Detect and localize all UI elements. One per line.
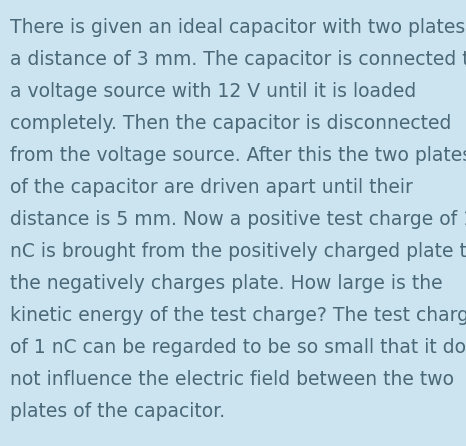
Text: the negatively charges plate. How large is the: the negatively charges plate. How large … xyxy=(10,274,443,293)
Text: plates of the capacitor.: plates of the capacitor. xyxy=(10,402,225,421)
Text: a distance of 3 mm. The capacitor is connected to: a distance of 3 mm. The capacitor is con… xyxy=(10,50,466,69)
Text: of the capacitor are driven apart until their: of the capacitor are driven apart until … xyxy=(10,178,413,197)
Text: kinetic energy of the test charge? The test charge: kinetic energy of the test charge? The t… xyxy=(10,306,466,325)
Text: There is given an ideal capacitor with two plates at: There is given an ideal capacitor with t… xyxy=(10,18,466,37)
Text: completely. Then the capacitor is disconnected: completely. Then the capacitor is discon… xyxy=(10,114,452,133)
Text: a voltage source with 12 V until it is loaded: a voltage source with 12 V until it is l… xyxy=(10,82,416,101)
Text: nC is brought from the positively charged plate to: nC is brought from the positively charge… xyxy=(10,242,466,261)
Text: distance is 5 mm. Now a positive test charge of 1: distance is 5 mm. Now a positive test ch… xyxy=(10,210,466,229)
Text: not influence the electric field between the two: not influence the electric field between… xyxy=(10,370,454,389)
Text: of 1 nC can be regarded to be so small that it does: of 1 nC can be regarded to be so small t… xyxy=(10,338,466,357)
Text: from the voltage source. After this the two plates: from the voltage source. After this the … xyxy=(10,146,466,165)
